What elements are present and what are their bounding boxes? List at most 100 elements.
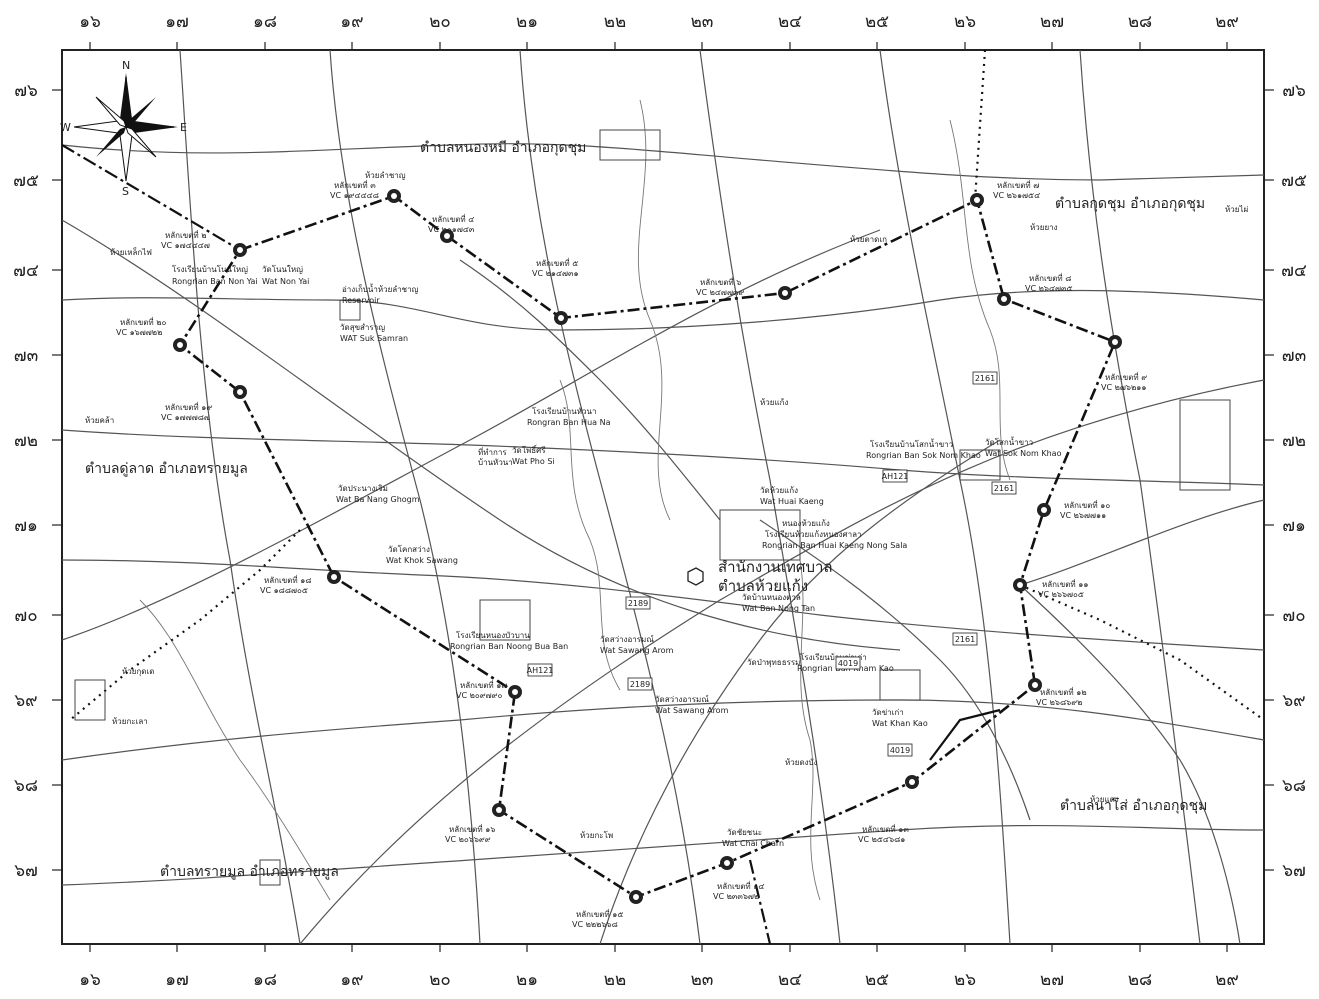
road-number: 2161 [994, 484, 1014, 493]
place-label: ห้วยกะเลา [112, 717, 148, 726]
road-badge: 4019 [835, 656, 861, 670]
place-label: WAT Suk Samran [340, 334, 408, 343]
boundary-marker: หลักเขตที่ ๖VC ๒๔๗๗๓๙ [696, 276, 792, 300]
marker-code: VC ๒๐๑๗๔๓ [428, 225, 475, 234]
tick-label-right: ๗๕ [1281, 171, 1307, 191]
place-label: Wat Khok Sawang [386, 556, 458, 565]
place-label: Wat Sawang Arom [655, 706, 729, 715]
marker-name: หลักเขตที่ ๒๐ [120, 316, 167, 327]
office-label-line2: ตำบลห้วยแก้ง [718, 577, 808, 595]
office-icon [687, 567, 704, 586]
subdistrict-label: ตำบลทรายมูล อำเภอทรายมูล [160, 864, 339, 880]
grid-ticks: ๑๖๑๖๑๗๑๗๑๘๑๘๑๙๑๙๒๐๒๐๒๑๒๑๒๒๒๒๒๓๒๓๒๔๒๔๒๕๒๕… [13, 12, 1307, 990]
road-badge: AH121 [882, 469, 908, 483]
tick-label-bottom: ๒๙ [1215, 970, 1239, 990]
marker-name: หลักเขตที่ ๖ [700, 276, 741, 287]
marker-center [782, 290, 788, 296]
tick-label-right: ๗๒ [1282, 431, 1306, 451]
tick-label-left: ๗๓ [14, 346, 38, 366]
tick-label-bottom: ๑๗ [165, 970, 189, 990]
road-badge-box [882, 469, 908, 483]
boundary-marker: หลักเขตที่ ๗VC ๒๖๑๗๕๔ [970, 179, 1040, 207]
marker-name: หลักเขตที่ ๑๓ [862, 823, 909, 834]
place-label: อ่างเก็บน้ำห้วยลำชาญ [342, 283, 419, 294]
marker-code: VC ๒๗๖๒๑๑ [1101, 383, 1146, 392]
road-badge-box [991, 481, 1017, 495]
municipal-office: สำนักงานเทศบาล ตำบลห้วยแก้ง [687, 558, 833, 595]
marker-name: หลักเขตที่ ๕ [536, 257, 578, 268]
marker-code: VC ๒๒๒๖๖๘ [572, 920, 618, 929]
road-badge: 2161 [972, 371, 998, 385]
tick-label-top: ๑๙ [340, 12, 363, 32]
tick-label-top: ๒๐ [429, 12, 451, 32]
tick-label-top: ๒๓ [691, 12, 714, 32]
marker-center [558, 315, 564, 321]
marker-name: หลักเขตที่ ๑๙ [165, 401, 212, 412]
marker-center [1032, 682, 1038, 688]
place-label: Rongran Ban Hua Na [527, 418, 611, 427]
boundary-marker: หลักเขตที่ ๙VC ๒๗๖๒๑๑ [1101, 335, 1147, 392]
tick-label-right: ๗๐ [1282, 606, 1305, 626]
tick-label-left: ๗๑ [14, 516, 38, 536]
marker-name: หลักเขตที่ ๑๗ [460, 679, 507, 690]
tick-label-top: ๒๔ [778, 12, 802, 32]
place-label: วัดบ้านหนองตาล [742, 593, 801, 602]
place-label: Wat Ba Nang Ghogm [336, 495, 420, 504]
marker-name: หลักเขตที่ ๑๑ [1042, 578, 1088, 589]
compass-n: N [122, 59, 130, 72]
tick-label-bottom: ๒๔ [778, 970, 802, 990]
tick-label-top: ๑๘ [253, 12, 277, 32]
subdistrict-label: ตำบลดู่ลาด อำเภอทรายมูล [85, 461, 248, 477]
marker-name: หลักเขตที่ ๗ [997, 179, 1039, 190]
marker-name: หลักเขตที่ ๑๕ [576, 908, 623, 919]
marker-name: หลักเขตที่ ๑๘ [264, 574, 311, 585]
compass-s: S [122, 185, 129, 198]
tick-label-right: ๗๓ [1282, 346, 1306, 366]
place-label: วัดห้วยแก้ง [760, 486, 798, 495]
road-badge-box [527, 663, 553, 677]
road-number: 2189 [630, 680, 650, 689]
marker-center [974, 197, 980, 203]
tick-label-bottom: ๒๖ [954, 970, 976, 990]
marker-center [909, 779, 915, 785]
road-number: 2161 [975, 374, 995, 383]
tick-label-bottom: ๒๑ [516, 970, 538, 990]
tick-label-right: ๖๘ [1282, 776, 1306, 796]
place-label: ห้วยดงบัง [785, 758, 818, 767]
tick-label-bottom: ๑๘ [253, 970, 277, 990]
place-label: วัดสุขสำราญ [340, 323, 385, 332]
marker-name: หลักเขตที่ ๑๔ [717, 880, 764, 891]
tick-label-right: ๖๗ [1282, 861, 1306, 881]
marker-code: VC ๑๙๔๔๔๘ [330, 191, 379, 200]
place-label: วัดโสกน้ำขาว [985, 436, 1033, 447]
road-badge: 2189 [625, 596, 651, 610]
tick-label-top: ๒๖ [954, 12, 976, 32]
marker-center [237, 389, 243, 395]
road-badge-box [835, 656, 861, 670]
marker-code: VC ๑๗๔๔๔๗ [161, 241, 210, 250]
place-label: วัดประนางเจิม [338, 484, 388, 493]
marker-name: หลักเขตที่ ๓ [334, 179, 376, 190]
marker-center [331, 574, 337, 580]
place-label: ห้วยตาดเก [850, 235, 887, 244]
marker-center [633, 894, 639, 900]
road-number: AH121 [527, 666, 554, 675]
road-badge-box [625, 596, 651, 610]
place-label: วัดสว่างอารมณ์ [655, 694, 709, 704]
tick-label-right: ๗๔ [1281, 261, 1307, 281]
place-label: ห้วยเหล็กไฟ [110, 247, 152, 257]
road-badge-box [627, 677, 653, 691]
place-label: Wat Huai Kaeng [760, 497, 824, 506]
tick-label-left: ๗๐ [14, 606, 37, 626]
subdistrict-label: ตำบลกุดชุม อำเภอกุดชุม [1055, 196, 1205, 212]
subdistrict-labels: ตำบลหนองหมี อำเภอกุดชุม ตำบลกุดชุม อำเภอ… [85, 140, 1207, 880]
place-label: ห้วยกะโพ [580, 830, 613, 840]
marker-code: VC ๒๖๔๗๓๕ [1025, 284, 1073, 293]
